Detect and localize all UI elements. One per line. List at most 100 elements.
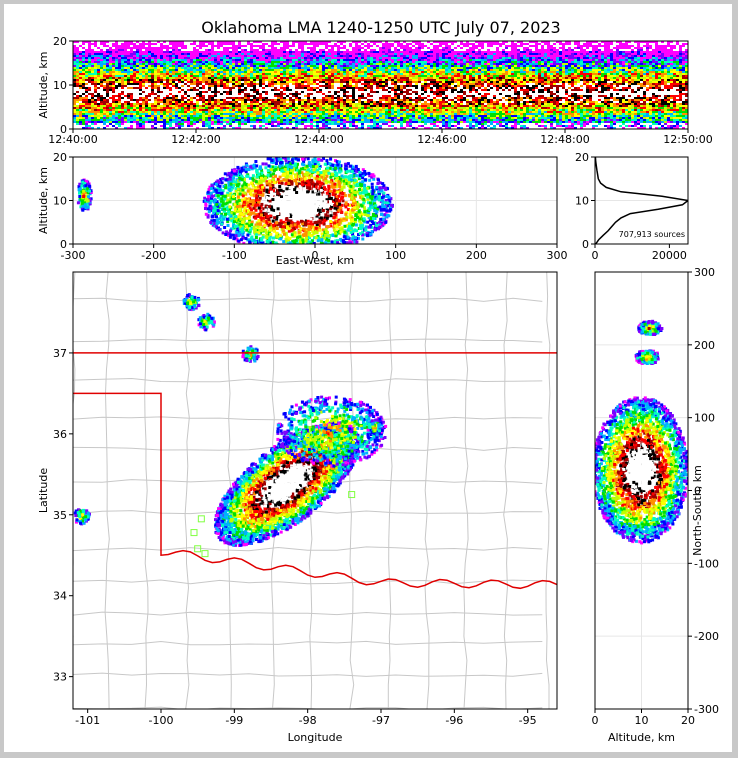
time-height-cell [106, 83, 109, 85]
time-height-cell [127, 101, 130, 103]
time-height-cell [151, 111, 154, 113]
time-height-cell [295, 55, 298, 57]
time-height-cell [190, 53, 193, 55]
time-height-cell [376, 61, 379, 63]
time-height-cell [226, 119, 229, 121]
time-height-cell [370, 91, 373, 93]
time-height-cell [169, 61, 172, 63]
time-height-cell [379, 73, 382, 75]
time-height-cell [298, 65, 301, 67]
time-height-cell [433, 53, 436, 55]
time-height-cell [97, 107, 100, 109]
time-height-cell [325, 115, 328, 117]
time-height-cell [166, 87, 169, 89]
time-height-cell [76, 119, 79, 121]
time-height-cell [319, 63, 322, 65]
time-height-cell [220, 65, 223, 67]
time-height-cell [262, 103, 265, 105]
time-height-cell [382, 95, 385, 97]
time-height-cell [385, 113, 388, 115]
time-height-cell [160, 83, 163, 85]
time-height-cell [211, 55, 214, 57]
time-height-cell [337, 115, 340, 117]
time-height-cell [370, 81, 373, 83]
time-height-cell [247, 93, 250, 95]
time-height-cell [217, 75, 220, 77]
time-height-cell [91, 55, 94, 57]
time-height-cell [268, 89, 271, 91]
time-height-cell [355, 41, 358, 43]
time-height-cell [382, 87, 385, 89]
time-height-cell [124, 117, 127, 119]
time-height-cell [364, 91, 367, 93]
time-height-cell [160, 115, 163, 117]
time-height-cell [316, 57, 319, 59]
time-height-cell [91, 69, 94, 71]
time-height-cell [409, 47, 412, 49]
time-height-cell [265, 51, 268, 53]
time-height-cell [343, 47, 346, 49]
time-height-cell [274, 57, 277, 59]
time-height-cell [82, 99, 85, 101]
time-height-cell [415, 57, 418, 59]
time-height-cell [322, 67, 325, 69]
time-height-cell [193, 111, 196, 113]
time-height-cell [319, 51, 322, 53]
time-height-cell [271, 65, 274, 67]
time-height-cell [298, 75, 301, 77]
time-height-cell [241, 51, 244, 53]
time-height-cell [415, 59, 418, 61]
time-height-cell [400, 91, 403, 93]
time-height-cell [139, 91, 142, 93]
time-height-cell [220, 63, 223, 65]
time-height-cell [391, 83, 394, 85]
time-height-cell [94, 105, 97, 107]
time-height-cell [214, 91, 217, 93]
time-height-cell [196, 121, 199, 123]
time-height-cell [304, 71, 307, 73]
time-height-cell [283, 121, 286, 123]
time-height-cell [421, 97, 424, 99]
time-height-cell [157, 87, 160, 89]
time-height-cell [175, 49, 178, 51]
time-height-cell [280, 115, 283, 117]
time-height-cell [130, 89, 133, 91]
time-height-cell [370, 65, 373, 67]
time-height-cell [193, 87, 196, 89]
time-height-cell [190, 83, 193, 85]
time-height-cell [310, 121, 313, 123]
time-height-cell [274, 95, 277, 97]
time-height-cell [253, 95, 256, 97]
time-height-cell [244, 81, 247, 83]
time-height-cell [286, 75, 289, 77]
time-height-cell [190, 125, 193, 127]
time-height-cell [328, 103, 331, 105]
time-height-cell [73, 51, 76, 53]
time-height-cell [124, 97, 127, 99]
time-height-cell [82, 97, 85, 99]
time-height-cell [112, 85, 115, 87]
time-height-cell [430, 113, 433, 115]
time-height-cell [160, 69, 163, 71]
time-height-cell [424, 105, 427, 107]
time-height-cell [286, 97, 289, 99]
time-height-cell [274, 113, 277, 115]
time-height-cell [307, 75, 310, 77]
time-height-cell [241, 107, 244, 109]
time-height-cell [205, 101, 208, 103]
time-height-cell [298, 41, 301, 43]
time-height-cell [259, 115, 262, 117]
time-height-cell [424, 95, 427, 97]
time-height-cell [385, 61, 388, 63]
time-height-cell [127, 61, 130, 63]
time-height-cell [325, 99, 328, 101]
time-height-cell [280, 47, 283, 49]
time-height-cell [148, 97, 151, 99]
time-height-cell [277, 113, 280, 115]
time-height-cell [112, 97, 115, 99]
time-height-cell [400, 117, 403, 119]
time-height-cell [145, 51, 148, 53]
time-height-cell [211, 113, 214, 115]
time-height-cell [121, 81, 124, 83]
time-height-cell [328, 55, 331, 57]
